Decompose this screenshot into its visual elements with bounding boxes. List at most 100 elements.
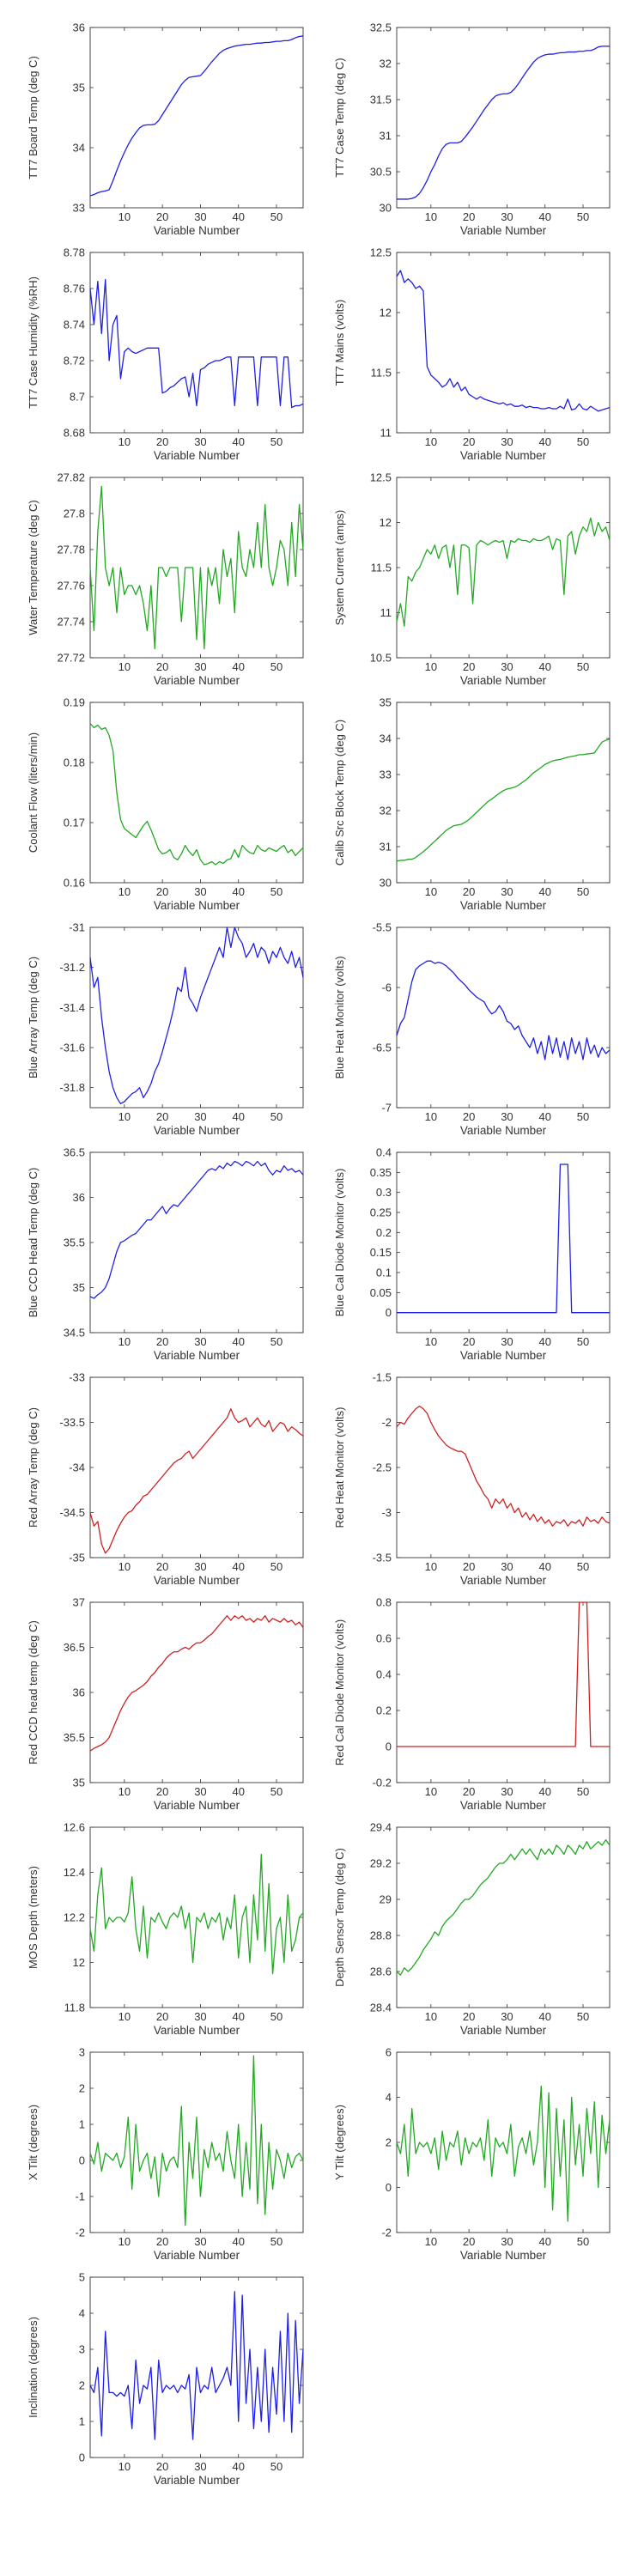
data-point (605, 740, 606, 741)
y-tick-label: 0.25 (370, 1206, 392, 1219)
y-axis-label: TT7 Board Temp (deg C) (27, 56, 39, 179)
x-tick-label: 50 (577, 210, 589, 223)
data-point (427, 179, 428, 180)
x-axis-label: Variable Number (460, 1574, 547, 1587)
data-point (472, 1312, 473, 1313)
data-point (449, 378, 450, 379)
data-point (609, 738, 610, 739)
data-point (529, 1519, 530, 1520)
data-point (227, 356, 228, 357)
data-point (242, 2294, 243, 2295)
data-point (522, 1849, 523, 1850)
data-point (529, 542, 530, 543)
data-point (446, 1312, 447, 1313)
data-point (537, 1746, 538, 1747)
chart-panel-7: 10 20 30 40 50 0.16 0.17 0.18 0.19 Variable Numbe… (27, 696, 304, 912)
x-tick-label: 50 (270, 1110, 283, 1123)
data-point (422, 851, 423, 852)
data-point (563, 1854, 564, 1855)
data-point (249, 549, 250, 550)
data-point (264, 1951, 265, 1952)
y-axis-label: Blue CCD Head Temp (deg C) (27, 1168, 39, 1318)
data-point (411, 580, 412, 581)
data-point (101, 2171, 102, 2172)
x-tick-label: 30 (194, 1335, 206, 1348)
data-point (419, 567, 420, 568)
data-point (269, 1622, 270, 1623)
data-point (438, 837, 439, 838)
data-point (181, 2105, 182, 2106)
data-point (158, 567, 159, 568)
x-axis-label: Variable Number (460, 1799, 547, 1812)
data-point (166, 1037, 167, 1038)
x-axis-label: Variable Number (154, 224, 240, 237)
data-point (586, 1841, 587, 1842)
plot-frame (89, 2051, 304, 2233)
data-point (192, 1962, 193, 1963)
data-point (158, 1480, 159, 1481)
data-point (533, 62, 534, 63)
x-tick-label: 10 (118, 1335, 131, 1348)
data-point (579, 1312, 580, 1313)
data-point (136, 1505, 137, 1506)
data-point (192, 76, 193, 77)
data-point (499, 2147, 500, 2148)
chart-panel-4: 10 20 30 40 50 11 11.5 12 12.5 Variable Number TT7… (333, 246, 611, 462)
x-tick-label: 20 (156, 885, 168, 898)
data-point (609, 1523, 610, 1524)
data-point (97, 531, 98, 532)
series-line (89, 723, 304, 866)
data-point (544, 1746, 545, 1747)
data-point (295, 2156, 296, 2157)
data-point (480, 115, 481, 116)
plot-frame (396, 1601, 611, 1783)
y-tick-label: 35.5 (64, 1236, 85, 1249)
data-point (449, 1447, 450, 1448)
y-tick-label: 32 (380, 805, 392, 817)
data-point (453, 544, 454, 545)
data-point (124, 828, 125, 829)
data-point (283, 1618, 284, 1619)
data-point (158, 348, 159, 349)
data-point (430, 171, 431, 172)
data-point (166, 2171, 167, 2172)
chart-panel-11: 10 20 30 40 50 34.5 35 35.5 36 36.5 Variable Numbe… (27, 1146, 304, 1362)
data-point (261, 2123, 262, 2124)
x-tick-label: 10 (425, 1335, 437, 1348)
data-point (430, 554, 431, 555)
data-point (522, 404, 523, 405)
y-axis-label: Depth Sensor Temp (deg C) (333, 1848, 346, 1987)
data-point (549, 407, 550, 408)
data-point (427, 961, 428, 962)
data-point (105, 1552, 106, 1553)
data-point (571, 1521, 572, 1522)
data-point (396, 1746, 397, 1747)
data-point (283, 356, 284, 357)
data-point (586, 2108, 587, 2109)
y-tick-label: 27.74 (57, 616, 85, 629)
data-point (571, 1746, 572, 1747)
data-point (461, 544, 462, 545)
data-point (249, 1426, 250, 1427)
data-point (609, 2119, 610, 2120)
data-point (264, 2214, 265, 2215)
data-point (89, 1751, 90, 1752)
chart-panel-13: 10 20 30 40 50 -35 -34.5 -34 -33.5 -33 Variable Nu… (27, 1371, 304, 1587)
data-point (280, 405, 281, 406)
data-point (173, 2156, 174, 2157)
data-point (162, 2153, 163, 2154)
data-point (208, 567, 209, 568)
data-point (302, 2348, 303, 2349)
data-point (510, 1312, 511, 1313)
x-axis-label: Variable Number (154, 674, 240, 687)
data-point (97, 977, 98, 978)
data-point (563, 52, 564, 53)
x-tick-label: 40 (538, 435, 550, 448)
data-point (173, 1651, 174, 1652)
data-point (533, 1514, 534, 1515)
data-point (97, 192, 98, 193)
x-tick-label: 10 (425, 435, 437, 448)
x-tick-label: 30 (501, 210, 513, 223)
data-point (434, 1931, 435, 1932)
data-point (196, 849, 197, 850)
